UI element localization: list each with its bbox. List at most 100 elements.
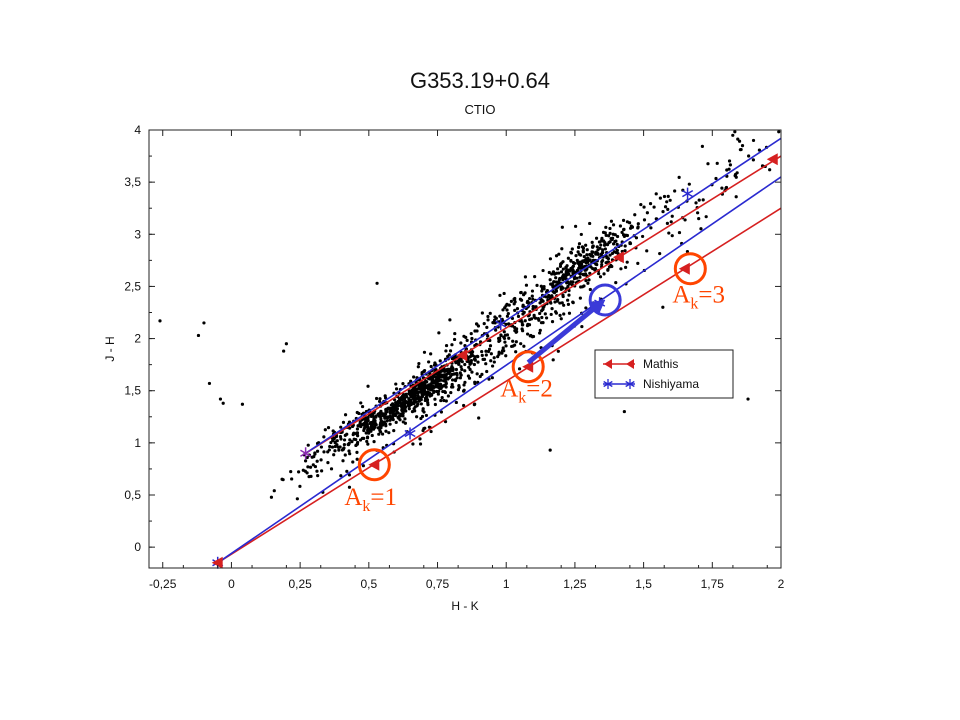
data-point xyxy=(608,253,612,257)
data-point xyxy=(467,360,471,364)
data-point xyxy=(541,307,545,312)
data-point xyxy=(400,412,405,416)
data-point xyxy=(624,265,628,269)
data-point xyxy=(462,388,466,392)
data-point xyxy=(575,276,579,280)
data-point xyxy=(539,321,544,325)
data-point xyxy=(604,233,608,237)
data-point xyxy=(387,431,391,435)
data-point xyxy=(577,266,581,270)
data-point xyxy=(600,250,605,254)
data-point xyxy=(372,440,376,444)
data-point xyxy=(677,230,682,235)
data-point xyxy=(403,421,408,425)
data-point xyxy=(639,202,643,207)
data-point xyxy=(667,231,671,235)
data-point xyxy=(303,459,308,463)
data-point xyxy=(578,275,582,279)
data-point xyxy=(308,465,313,469)
data-point xyxy=(447,367,451,371)
data-point xyxy=(450,343,454,347)
data-point xyxy=(475,372,479,376)
data-point xyxy=(560,301,564,305)
data-point xyxy=(543,312,547,316)
data-point xyxy=(434,384,438,388)
data-point xyxy=(594,262,598,266)
data-point xyxy=(555,299,559,303)
data-point xyxy=(440,396,444,400)
data-point xyxy=(621,218,626,223)
data-point xyxy=(290,477,294,481)
legend-entry-label: Nishiyama xyxy=(643,377,699,391)
highlight-arrow xyxy=(526,304,599,365)
data-point xyxy=(374,415,378,419)
data-point xyxy=(449,390,453,395)
data-point xyxy=(355,410,359,415)
nishiyama-marker xyxy=(300,447,312,460)
data-point xyxy=(403,397,407,401)
reddening-line xyxy=(217,176,782,564)
data-point xyxy=(326,461,330,465)
data-point xyxy=(512,298,517,302)
data-point xyxy=(554,254,559,258)
legend: Mathis Nishiyama xyxy=(594,349,734,399)
data-point xyxy=(323,428,327,432)
data-point xyxy=(454,367,458,372)
y-tick-label: 1 xyxy=(134,436,141,450)
data-point xyxy=(554,276,558,280)
data-point xyxy=(418,437,422,441)
data-point xyxy=(348,452,352,456)
data-point xyxy=(733,130,737,134)
data-point xyxy=(517,367,522,371)
data-point xyxy=(572,276,577,281)
data-point xyxy=(428,394,432,398)
data-point xyxy=(470,352,474,357)
data-point xyxy=(358,420,362,424)
data-point xyxy=(396,411,400,415)
data-point xyxy=(588,221,592,226)
mathis-marker xyxy=(456,349,468,362)
data-point xyxy=(514,340,518,344)
data-point xyxy=(377,432,381,436)
data-point xyxy=(538,328,542,332)
data-point xyxy=(345,469,349,473)
data-point xyxy=(490,364,495,368)
data-point xyxy=(437,331,441,335)
data-point xyxy=(465,338,469,342)
data-point xyxy=(559,317,563,321)
data-point xyxy=(554,271,559,275)
nishiyama-marker xyxy=(404,427,416,440)
data-point xyxy=(473,329,477,333)
chart-subtitle: CTIO xyxy=(464,102,496,117)
data-point xyxy=(580,266,584,270)
data-point xyxy=(400,408,404,412)
data-point xyxy=(663,205,668,209)
data-point xyxy=(437,389,441,393)
data-point xyxy=(587,278,591,282)
data-point xyxy=(429,429,433,434)
data-point xyxy=(540,315,544,320)
data-point xyxy=(480,353,484,357)
data-point xyxy=(429,382,433,386)
data-point xyxy=(355,431,359,435)
data-point xyxy=(316,473,320,478)
data-point xyxy=(498,293,502,297)
data-point xyxy=(531,304,535,309)
data-point xyxy=(403,417,407,421)
data-point xyxy=(486,314,490,319)
data-point xyxy=(397,397,402,401)
legend-marker xyxy=(604,359,612,369)
data-point xyxy=(581,259,586,264)
data-point xyxy=(408,399,413,403)
data-point xyxy=(509,299,513,303)
data-point xyxy=(648,202,653,206)
data-point xyxy=(409,379,413,383)
data-point xyxy=(552,290,556,294)
data-point xyxy=(438,382,443,386)
data-point xyxy=(677,175,681,179)
data-point xyxy=(629,224,633,228)
data-point xyxy=(622,409,626,414)
data-point xyxy=(305,455,309,460)
data-point xyxy=(700,144,704,149)
y-tick-label: 0 xyxy=(134,540,141,554)
